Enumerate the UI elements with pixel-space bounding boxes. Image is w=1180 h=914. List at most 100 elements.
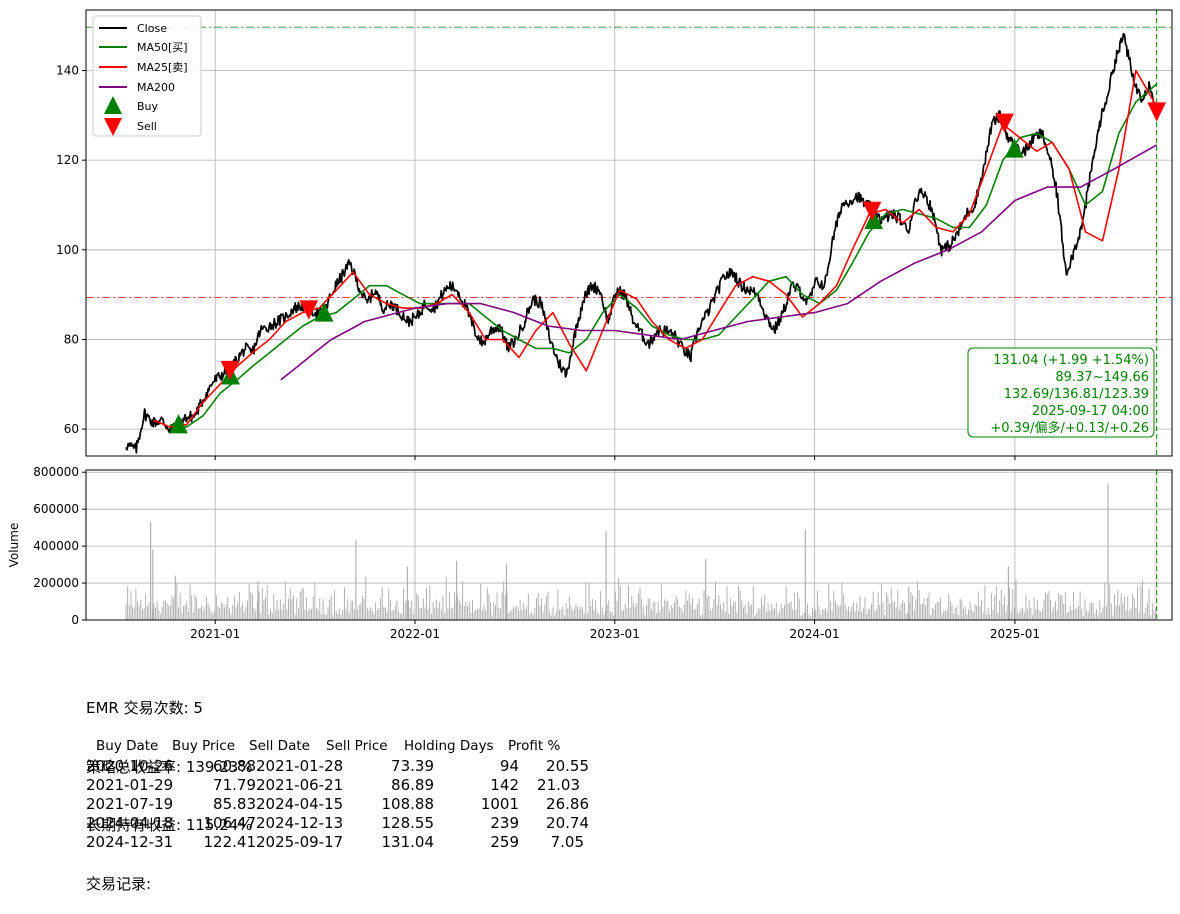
volume-bar [687, 600, 689, 620]
volume-bar [160, 614, 161, 620]
volume-bar [524, 608, 526, 620]
volume-bar [304, 609, 306, 620]
volume-bar [603, 614, 605, 620]
volume-bar [396, 600, 398, 620]
chart-legend: Close MA50[买] MA25[卖] MA200 Buy Sell [92, 15, 202, 137]
volume-bar [1132, 593, 1134, 620]
volume-bar [954, 608, 956, 620]
volume-bar [491, 615, 493, 620]
volume-bar [572, 610, 574, 620]
volume-bar [1092, 602, 1094, 620]
ma200-line [280, 144, 1158, 381]
volume-bar [568, 596, 570, 620]
volume-bar [1023, 612, 1025, 620]
volume-bar [555, 611, 557, 620]
volume-bar [265, 596, 267, 620]
volume-bar [992, 609, 994, 620]
volume-bar [419, 608, 421, 620]
volume-bar [813, 611, 815, 620]
volume-bar [605, 531, 607, 620]
volume-bar [770, 603, 772, 620]
volume-bar [370, 607, 372, 620]
volume-bar [802, 614, 804, 620]
volume-bar [403, 588, 404, 620]
volume-bar [312, 596, 314, 620]
volume-bar [179, 592, 181, 620]
volume-bar [537, 592, 539, 620]
volume-bar [552, 607, 554, 620]
volume-bar [1056, 610, 1058, 620]
volume-bar [478, 608, 480, 620]
volume-bar [529, 614, 531, 620]
header-sell-price: Sell Price [326, 738, 388, 754]
volume-bar [398, 611, 400, 620]
volume-bar [895, 607, 897, 620]
volume-bar [647, 598, 649, 620]
volume-bar [457, 595, 459, 620]
volume-bar [798, 598, 800, 620]
volume-bar [940, 597, 941, 620]
volume-bar [456, 560, 458, 620]
volume-bar [152, 549, 154, 620]
sell-date-cell: 2024-12-13 [256, 814, 344, 832]
volume-bar [1077, 605, 1079, 620]
volume-bar [619, 585, 621, 620]
volume-bar [137, 600, 138, 620]
volume-bar [971, 609, 973, 620]
volume-bar [393, 610, 395, 620]
price-y-tick-label: 100 [56, 243, 79, 257]
volume-bar [743, 607, 744, 620]
volume-bar [289, 588, 291, 620]
holding-days-cell: 239 [490, 814, 519, 832]
volume-bar [1009, 587, 1010, 620]
profit-cell: 26.86 [546, 795, 589, 813]
volume-bar [1012, 588, 1014, 620]
volume-bar [570, 606, 572, 620]
volume-bar [657, 601, 659, 620]
volume-bar [716, 605, 718, 620]
volume-bar [761, 597, 762, 620]
volume-bar [322, 599, 324, 620]
volume-bar [565, 602, 567, 620]
volume-bar [560, 609, 562, 620]
info-line: 2025-09-17 04:00 [1032, 404, 1149, 419]
sell-marker [862, 201, 882, 222]
volume-bar [187, 610, 189, 620]
volume-bar [769, 610, 771, 620]
volume-bar [711, 608, 713, 620]
volume-bar [473, 611, 475, 620]
volume-bar [586, 612, 588, 620]
info-box-frame [967, 347, 1155, 438]
volume-bar [549, 611, 551, 620]
price-y-tick-label: 140 [56, 64, 79, 78]
volume-bar [325, 614, 327, 620]
volume-bar [1063, 603, 1065, 620]
volume-bar [1087, 612, 1089, 620]
volume-bar [695, 609, 697, 620]
volume-bar [1027, 609, 1028, 620]
volume-bar [729, 598, 731, 620]
volume-bar [355, 540, 357, 620]
volume-bar [869, 608, 871, 620]
volume-bar [598, 614, 600, 620]
volume-bar [631, 595, 633, 620]
volume-bar [683, 604, 685, 620]
volume-bar [440, 609, 442, 620]
volume-bar [856, 602, 858, 620]
volume-bar [210, 611, 212, 620]
volume-bar [664, 599, 666, 620]
volume-bar [946, 609, 948, 620]
volume-bar [343, 587, 345, 620]
volume-bar [192, 612, 194, 620]
volume-bar [401, 613, 403, 620]
volume-bar [921, 604, 923, 620]
volume-bar [389, 600, 391, 620]
volume-bar [790, 601, 792, 620]
volume-bar [468, 601, 470, 620]
volume-bar [371, 610, 373, 620]
volume-bar [450, 608, 452, 620]
volume-bar [963, 608, 964, 620]
volume-bar [240, 607, 242, 620]
volume-bar [624, 603, 626, 620]
volume-bar [708, 595, 710, 620]
